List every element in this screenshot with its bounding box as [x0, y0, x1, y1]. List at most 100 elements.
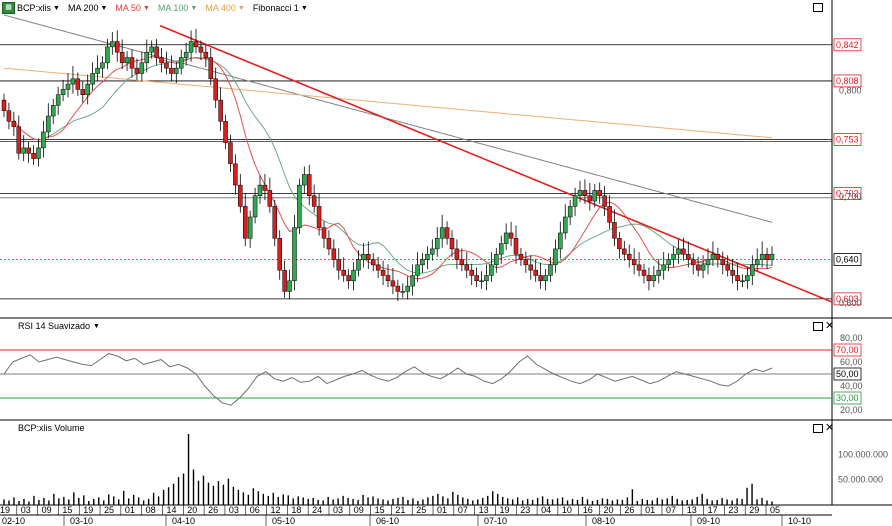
candle-body[interactable] [36, 147, 41, 159]
candle-body[interactable] [405, 285, 410, 292]
candle-body[interactable] [715, 253, 721, 260]
candle-body[interactable] [656, 269, 662, 276]
candle-body[interactable] [454, 248, 460, 260]
candle-body[interactable] [533, 269, 538, 276]
candle-body[interactable] [361, 253, 366, 260]
candle-body[interactable] [710, 253, 716, 260]
candle-body[interactable] [95, 67, 100, 74]
candle-body[interactable] [528, 264, 534, 271]
candle-body[interactable] [681, 248, 686, 255]
candle-body[interactable] [479, 280, 484, 283]
candle-body[interactable] [592, 190, 598, 202]
candle-body[interactable] [572, 195, 578, 207]
candle-body[interactable] [302, 174, 307, 186]
candle-body[interactable] [277, 238, 282, 271]
candle-body[interactable] [164, 62, 169, 69]
candle-body[interactable] [400, 291, 406, 293]
candle-body[interactable] [129, 57, 135, 69]
candle-body[interactable] [351, 269, 356, 282]
maximize-icon[interactable] [813, 424, 823, 433]
candle-body[interactable] [198, 46, 204, 53]
candle-body[interactable] [114, 41, 120, 53]
candle-body[interactable] [16, 126, 22, 154]
candle-body[interactable] [690, 259, 696, 266]
indicator-ma50[interactable]: MA 50 ▼ [115, 3, 149, 13]
rsi-line[interactable] [3, 353, 773, 406]
candle-body[interactable] [124, 57, 130, 64]
candle-body[interactable] [336, 259, 342, 271]
candle-body[interactable] [203, 51, 209, 58]
rsi-panel[interactable] [0, 349, 832, 406]
candle-body[interactable] [55, 94, 61, 106]
candle-body[interactable] [188, 41, 194, 53]
candle-body[interactable] [316, 206, 322, 228]
candle-body[interactable] [725, 264, 730, 271]
candle-body[interactable] [262, 184, 268, 191]
candle-body[interactable] [617, 238, 622, 250]
candle-body[interactable] [622, 248, 627, 255]
candle-body[interactable] [272, 206, 278, 239]
candle-body[interactable] [676, 248, 681, 255]
candle-body[interactable] [646, 275, 652, 282]
price-panel[interactable] [0, 14, 833, 303]
candle-body[interactable] [518, 253, 524, 260]
candle-body[interactable] [464, 264, 470, 271]
indicator-ma200[interactable]: MA 200 ▼ [68, 3, 107, 13]
candle-body[interactable] [90, 73, 95, 85]
candle-body[interactable] [80, 89, 86, 95]
candle-body[interactable] [331, 248, 337, 260]
candle-body[interactable] [370, 259, 376, 266]
candle-body[interactable] [31, 152, 36, 159]
candle-body[interactable] [641, 269, 647, 276]
candle-body[interactable] [686, 253, 691, 260]
candle-body[interactable] [523, 259, 529, 266]
candle-body[interactable] [321, 227, 327, 239]
candle-body[interactable] [459, 259, 465, 266]
candle-body[interactable] [50, 105, 56, 117]
candle-body[interactable] [1, 99, 7, 111]
candle-body[interactable] [489, 264, 494, 276]
candle-body[interactable] [60, 89, 66, 95]
rsi-panel-label[interactable]: RSI 14 Suavizado ▼ [18, 321, 100, 331]
candle-body[interactable] [474, 275, 479, 282]
candle-body[interactable] [498, 243, 504, 255]
candle-body[interactable] [700, 264, 706, 271]
candle-body[interactable] [548, 264, 553, 276]
candle-body[interactable] [242, 206, 248, 239]
volume-panel[interactable] [3, 434, 773, 505]
candle-body[interactable] [306, 174, 312, 196]
candle-body[interactable] [577, 190, 583, 196]
candle-body[interactable] [169, 67, 174, 74]
candle-body[interactable] [513, 238, 519, 255]
candle-body[interactable] [282, 269, 287, 292]
candle-body[interactable] [602, 195, 607, 207]
candle-body[interactable] [233, 163, 238, 186]
candle-body[interactable] [494, 253, 499, 266]
candle-body[interactable] [434, 238, 440, 250]
candle-body[interactable] [257, 184, 263, 196]
candle-body[interactable] [183, 51, 189, 58]
candle-body[interactable] [395, 285, 401, 292]
candle-body[interactable] [100, 62, 105, 69]
candle-body[interactable] [562, 216, 568, 234]
candle-body[interactable] [21, 147, 26, 154]
indicator-ma100[interactable]: MA 100 ▼ [158, 3, 197, 13]
candle-body[interactable] [134, 67, 140, 74]
candle-body[interactable] [326, 238, 332, 250]
candle-body[interactable] [85, 83, 90, 95]
candle-body[interactable] [543, 275, 548, 282]
candle-body[interactable] [6, 110, 12, 122]
candle-body[interactable] [631, 259, 637, 266]
candle-body[interactable] [223, 121, 228, 143]
candle-body[interactable] [366, 253, 371, 260]
candle-body[interactable] [597, 190, 602, 196]
candle-body[interactable] [651, 275, 657, 282]
candle-body[interactable] [626, 253, 632, 260]
candle-body[interactable] [26, 147, 31, 154]
candle-body[interactable] [110, 41, 115, 48]
candle-body[interactable] [75, 78, 81, 90]
indicator-ma400[interactable]: MA 400 ▼ [205, 3, 244, 13]
candle-body[interactable] [415, 264, 420, 276]
candle-body[interactable] [341, 269, 346, 276]
